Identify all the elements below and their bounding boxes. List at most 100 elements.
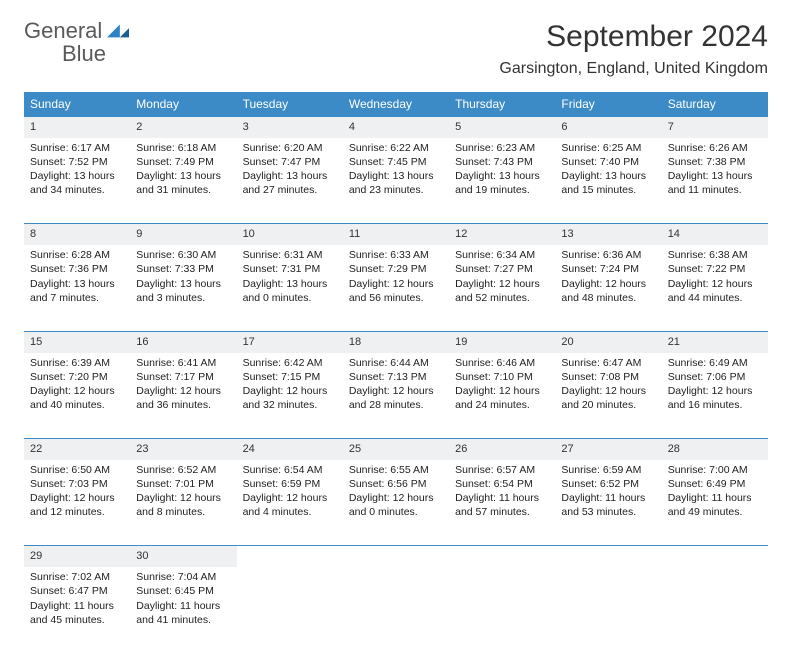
sunset-text: Sunset: 6:59 PM (243, 477, 337, 491)
daylight-line2: and 49 minutes. (668, 505, 762, 519)
daylight-line1: Daylight: 13 hours (349, 169, 443, 183)
sunset-text: Sunset: 7:49 PM (136, 155, 230, 169)
sunrise-text: Sunrise: 6:44 AM (349, 356, 443, 370)
day-cell: Sunrise: 6:39 AMSunset: 7:20 PMDaylight:… (24, 353, 130, 439)
sunrise-text: Sunrise: 6:18 AM (136, 141, 230, 155)
day-cell: Sunrise: 7:00 AMSunset: 6:49 PMDaylight:… (662, 460, 768, 546)
day-cell: Sunrise: 6:30 AMSunset: 7:33 PMDaylight:… (130, 245, 236, 331)
day-number: 16 (130, 331, 236, 352)
daylight-line2: and 48 minutes. (561, 291, 655, 305)
day-details: Sunrise: 6:41 AMSunset: 7:17 PMDaylight:… (130, 353, 236, 419)
daylight-line1: Daylight: 13 hours (561, 169, 655, 183)
daylight-line2: and 53 minutes. (561, 505, 655, 519)
day-number: 12 (449, 224, 555, 245)
daynum-row: 891011121314 (24, 224, 768, 245)
day-details: Sunrise: 6:50 AMSunset: 7:03 PMDaylight:… (24, 460, 130, 526)
day-cell: Sunrise: 6:44 AMSunset: 7:13 PMDaylight:… (343, 353, 449, 439)
sunset-text: Sunset: 7:40 PM (561, 155, 655, 169)
daylight-line1: Daylight: 13 hours (30, 277, 124, 291)
day-cell: Sunrise: 6:46 AMSunset: 7:10 PMDaylight:… (449, 353, 555, 439)
sunrise-text: Sunrise: 6:31 AM (243, 248, 337, 262)
day-cell: Sunrise: 6:25 AMSunset: 7:40 PMDaylight:… (555, 138, 661, 224)
daylight-line2: and 23 minutes. (349, 183, 443, 197)
day-details: Sunrise: 6:44 AMSunset: 7:13 PMDaylight:… (343, 353, 449, 419)
sunset-text: Sunset: 7:10 PM (455, 370, 549, 384)
day-cell: Sunrise: 6:50 AMSunset: 7:03 PMDaylight:… (24, 460, 130, 546)
sunset-text: Sunset: 7:52 PM (30, 155, 124, 169)
daylight-line1: Daylight: 11 hours (668, 491, 762, 505)
day-details: Sunrise: 6:26 AMSunset: 7:38 PMDaylight:… (662, 138, 768, 204)
sunset-text: Sunset: 7:20 PM (30, 370, 124, 384)
day-number: 29 (24, 546, 130, 567)
sunrise-text: Sunrise: 6:39 AM (30, 356, 124, 370)
week-row: Sunrise: 7:02 AMSunset: 6:47 PMDaylight:… (24, 567, 768, 653)
sunrise-text: Sunrise: 6:41 AM (136, 356, 230, 370)
daylight-line2: and 56 minutes. (349, 291, 443, 305)
day-number: 7 (662, 117, 768, 138)
weekday-header: Tuesday (237, 92, 343, 117)
weekday-header: Wednesday (343, 92, 449, 117)
weekday-header: Monday (130, 92, 236, 117)
day-details: Sunrise: 6:42 AMSunset: 7:15 PMDaylight:… (237, 353, 343, 419)
day-number (343, 546, 449, 567)
day-number: 9 (130, 224, 236, 245)
daylight-line2: and 32 minutes. (243, 398, 337, 412)
day-number (449, 546, 555, 567)
daylight-line2: and 3 minutes. (136, 291, 230, 305)
day-details: Sunrise: 6:18 AMSunset: 7:49 PMDaylight:… (130, 138, 236, 204)
day-details: Sunrise: 6:38 AMSunset: 7:22 PMDaylight:… (662, 245, 768, 311)
daylight-line2: and 28 minutes. (349, 398, 443, 412)
day-details: Sunrise: 6:30 AMSunset: 7:33 PMDaylight:… (130, 245, 236, 311)
day-number: 14 (662, 224, 768, 245)
brand-logo: General Blue (24, 20, 129, 66)
day-cell: Sunrise: 6:38 AMSunset: 7:22 PMDaylight:… (662, 245, 768, 331)
daylight-line1: Daylight: 12 hours (243, 491, 337, 505)
week-row: Sunrise: 6:39 AMSunset: 7:20 PMDaylight:… (24, 353, 768, 439)
day-cell: Sunrise: 6:17 AMSunset: 7:52 PMDaylight:… (24, 138, 130, 224)
day-details: Sunrise: 7:02 AMSunset: 6:47 PMDaylight:… (24, 567, 130, 633)
day-details: Sunrise: 6:34 AMSunset: 7:27 PMDaylight:… (449, 245, 555, 311)
daylight-line2: and 36 minutes. (136, 398, 230, 412)
day-details: Sunrise: 6:20 AMSunset: 7:47 PMDaylight:… (237, 138, 343, 204)
sunrise-text: Sunrise: 6:46 AM (455, 356, 549, 370)
sunset-text: Sunset: 7:22 PM (668, 262, 762, 276)
day-cell: Sunrise: 6:26 AMSunset: 7:38 PMDaylight:… (662, 138, 768, 224)
day-cell: Sunrise: 6:55 AMSunset: 6:56 PMDaylight:… (343, 460, 449, 546)
day-number: 1 (24, 117, 130, 138)
day-details: Sunrise: 6:57 AMSunset: 6:54 PMDaylight:… (449, 460, 555, 526)
day-number: 19 (449, 331, 555, 352)
weekday-header: Thursday (449, 92, 555, 117)
day-number: 4 (343, 117, 449, 138)
location-text: Garsington, England, United Kingdom (499, 60, 768, 78)
day-cell: Sunrise: 6:28 AMSunset: 7:36 PMDaylight:… (24, 245, 130, 331)
weekday-header: Sunday (24, 92, 130, 117)
day-details: Sunrise: 6:25 AMSunset: 7:40 PMDaylight:… (555, 138, 661, 204)
daylight-line1: Daylight: 13 hours (136, 169, 230, 183)
sunset-text: Sunset: 7:01 PM (136, 477, 230, 491)
day-cell: Sunrise: 6:41 AMSunset: 7:17 PMDaylight:… (130, 353, 236, 439)
day-number: 6 (555, 117, 661, 138)
sunset-text: Sunset: 6:45 PM (136, 584, 230, 598)
daylight-line1: Daylight: 12 hours (349, 384, 443, 398)
day-cell (343, 567, 449, 653)
day-details: Sunrise: 6:33 AMSunset: 7:29 PMDaylight:… (343, 245, 449, 311)
daylight-line2: and 20 minutes. (561, 398, 655, 412)
sunset-text: Sunset: 7:03 PM (30, 477, 124, 491)
sunset-text: Sunset: 6:56 PM (349, 477, 443, 491)
daylight-line1: Daylight: 12 hours (561, 277, 655, 291)
daylight-line2: and 15 minutes. (561, 183, 655, 197)
daylight-line1: Daylight: 12 hours (30, 384, 124, 398)
daylight-line2: and 57 minutes. (455, 505, 549, 519)
daylight-line2: and 31 minutes. (136, 183, 230, 197)
day-number: 2 (130, 117, 236, 138)
sunset-text: Sunset: 7:36 PM (30, 262, 124, 276)
day-details: Sunrise: 6:39 AMSunset: 7:20 PMDaylight:… (24, 353, 130, 419)
day-number: 25 (343, 439, 449, 460)
daylight-line2: and 41 minutes. (136, 613, 230, 627)
day-details: Sunrise: 6:28 AMSunset: 7:36 PMDaylight:… (24, 245, 130, 311)
day-number: 15 (24, 331, 130, 352)
day-details: Sunrise: 6:17 AMSunset: 7:52 PMDaylight:… (24, 138, 130, 204)
day-number: 20 (555, 331, 661, 352)
calendar-table: Sunday Monday Tuesday Wednesday Thursday… (24, 92, 768, 653)
day-number: 21 (662, 331, 768, 352)
